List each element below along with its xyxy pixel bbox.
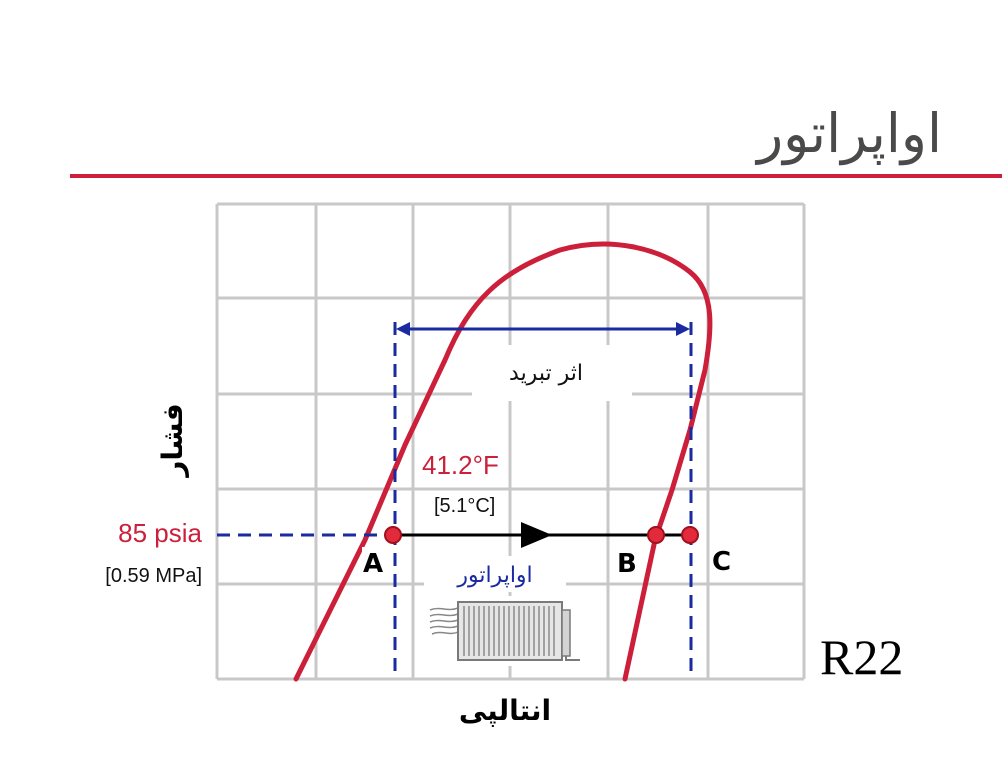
point-b-marker xyxy=(647,526,665,544)
refrigeration-effect-label: اثر تبرید xyxy=(509,361,583,386)
refrigerant-label: R22 xyxy=(820,629,903,685)
point-a-label: A xyxy=(363,549,383,579)
x-axis-label: انتالپی xyxy=(459,694,551,727)
refrigeration-effect-arrow xyxy=(396,322,690,336)
flow-direction-arrow xyxy=(521,522,552,548)
evaporator-coil-icon xyxy=(424,596,584,666)
slide-title: اواپراتور xyxy=(754,102,942,165)
grid xyxy=(215,202,806,681)
temperature-f-label: 41.2°F xyxy=(422,450,499,480)
refrigeration-effect-box xyxy=(472,345,632,401)
point-c-marker xyxy=(681,526,699,544)
y-axis-label: فشار xyxy=(156,403,189,478)
saturation-dome xyxy=(293,241,713,682)
point-a-marker xyxy=(384,526,402,544)
point-a-bg xyxy=(362,547,384,575)
point-b-label: B xyxy=(617,549,637,579)
point-c-label: C xyxy=(712,547,731,577)
temperature-c-label: [5.1°C] xyxy=(434,495,495,517)
pressure-mpa-label: [0.59 MPa] xyxy=(105,565,202,587)
evaporator-label-box xyxy=(424,556,566,592)
pressure-psia-label: 85 psia xyxy=(118,518,202,548)
evaporator-label: اواپراتور xyxy=(456,563,532,588)
